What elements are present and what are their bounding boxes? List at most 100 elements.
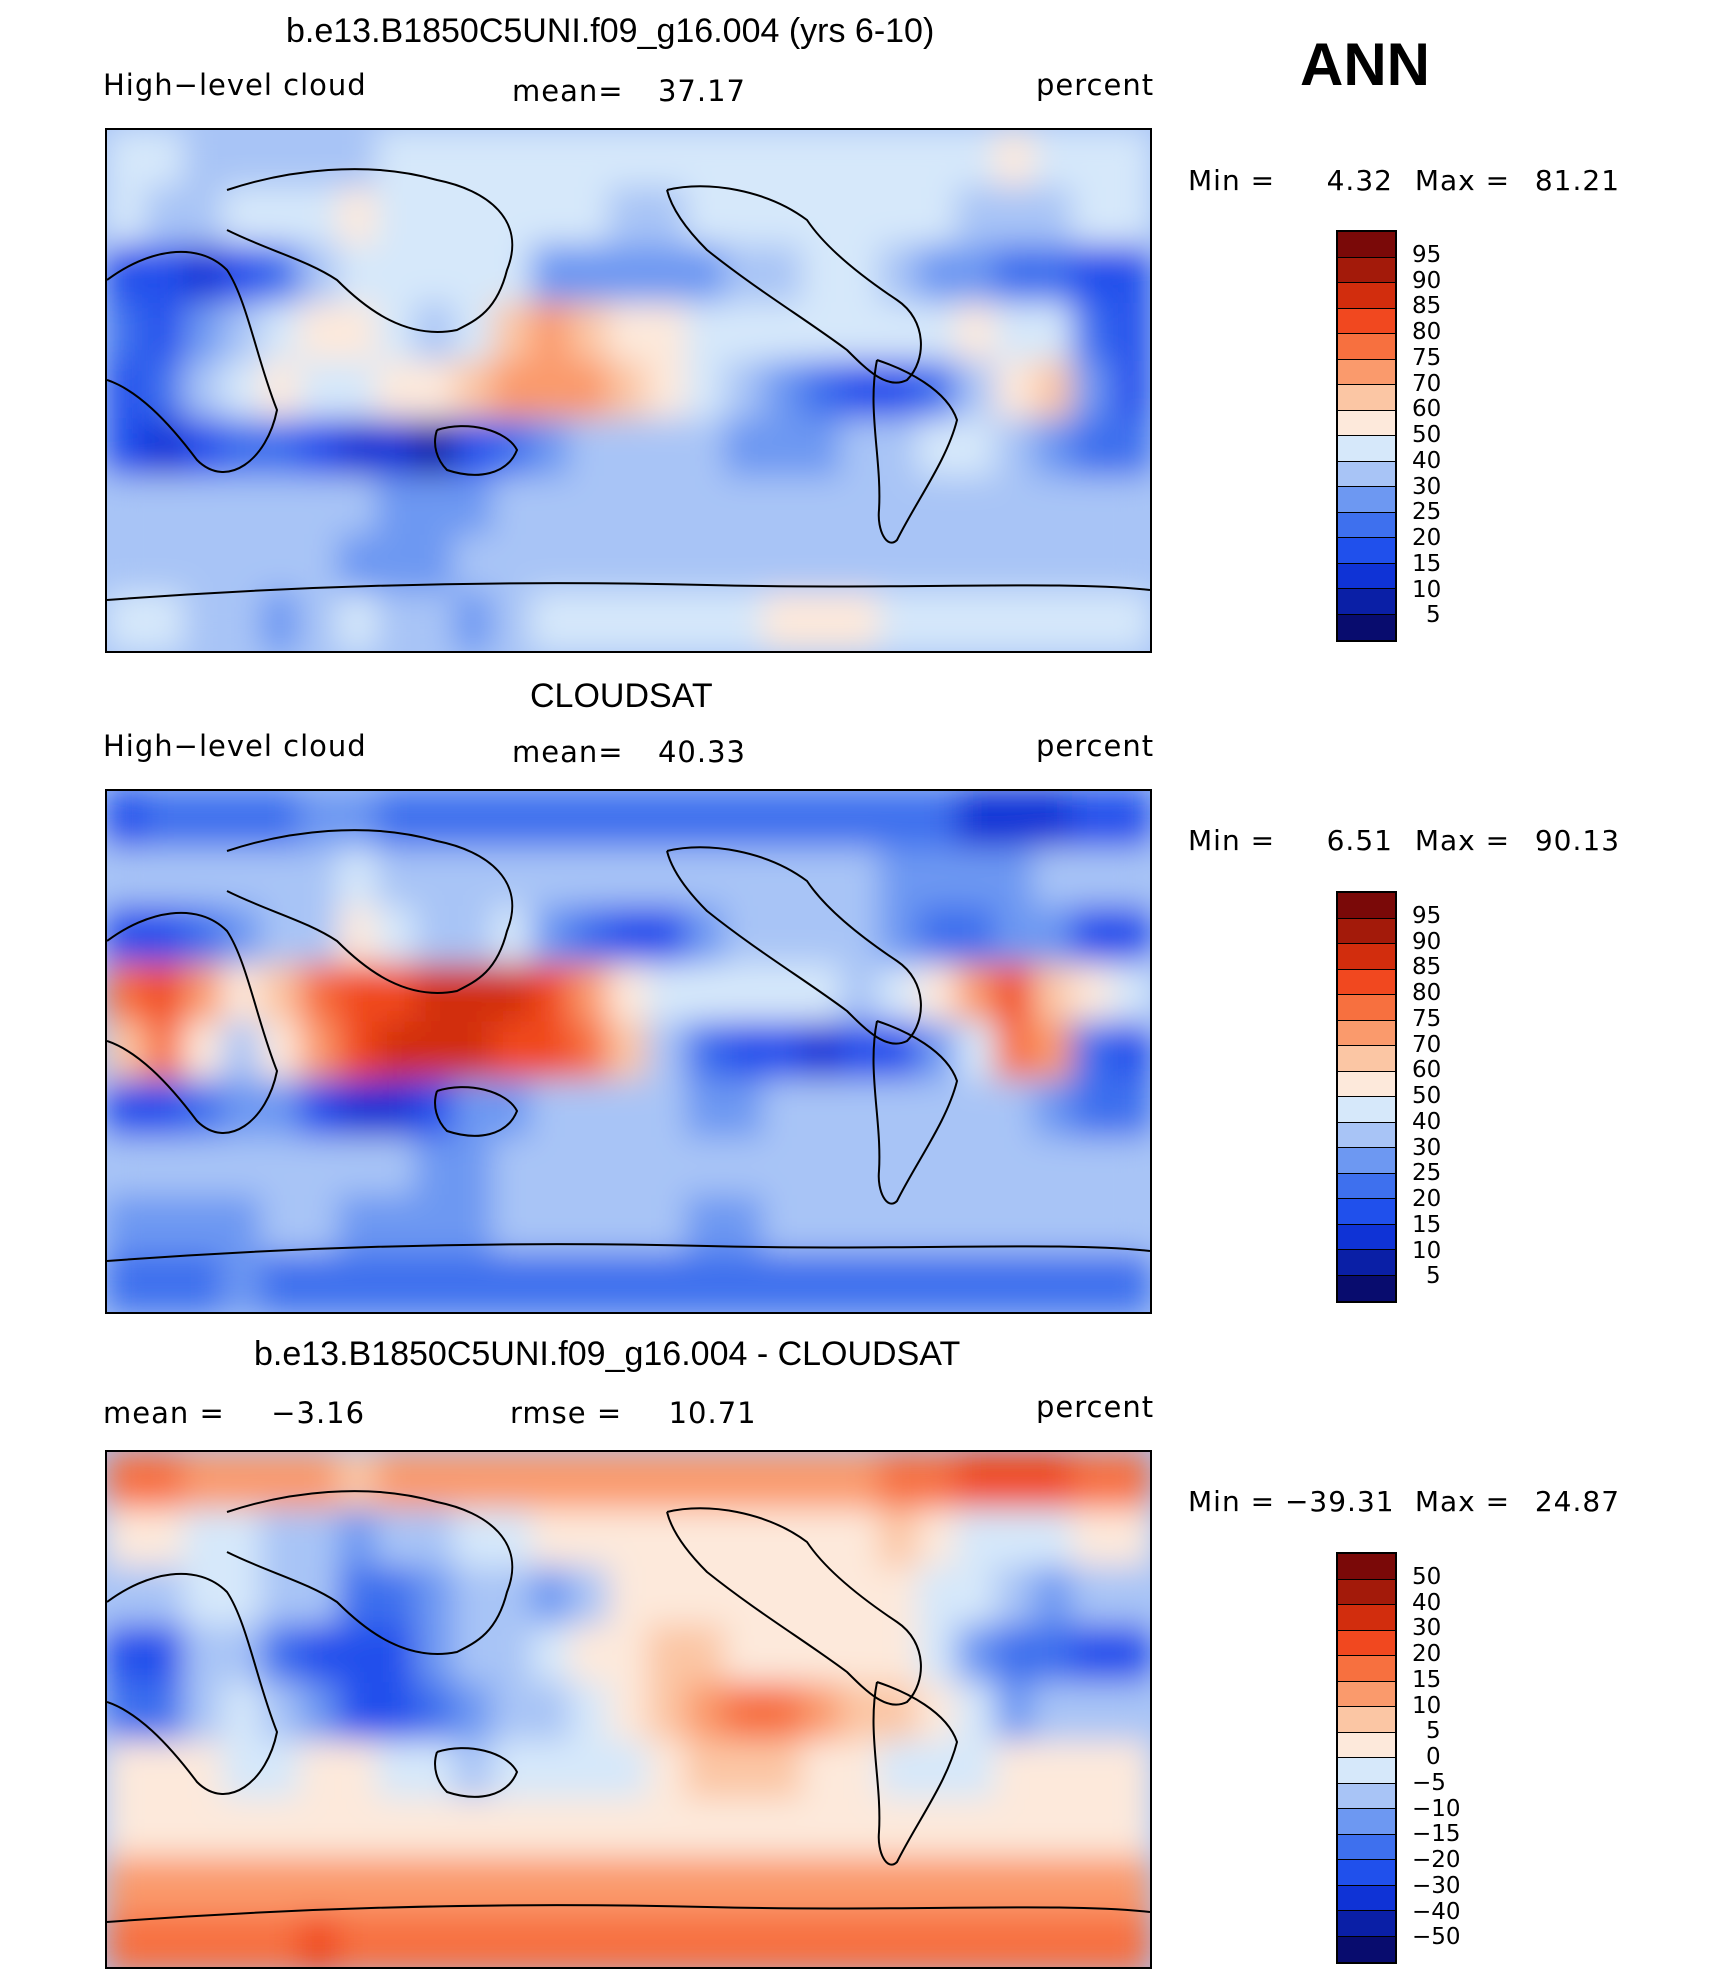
field-cell	[646, 905, 688, 966]
field-cell	[1033, 1452, 1074, 1511]
field-cell	[530, 1137, 572, 1198]
field-cell	[955, 534, 997, 595]
colorbar-cell	[1338, 512, 1395, 538]
field-cell	[144, 791, 186, 850]
field-cell	[1110, 1021, 1150, 1082]
field-cell	[608, 1740, 649, 1801]
field-cell	[955, 476, 997, 537]
colorbar-tick-label: −5	[1412, 1769, 1446, 1796]
field-cell	[955, 1798, 997, 1859]
field-cell	[608, 1798, 649, 1859]
field-cell	[685, 791, 727, 850]
field-cell	[1071, 1798, 1113, 1859]
field-cell	[107, 847, 147, 908]
field-cell	[955, 905, 997, 966]
field-cell	[221, 1021, 263, 1082]
field-cell	[1110, 244, 1150, 305]
field-cell	[878, 1566, 920, 1627]
colorbar-cell	[1338, 1630, 1395, 1656]
field-cell	[415, 1914, 456, 1967]
field-cell	[260, 244, 302, 305]
field-cell	[878, 1682, 920, 1743]
field-cell	[917, 592, 958, 651]
field-cell	[183, 1253, 224, 1312]
field-cell	[608, 244, 649, 305]
field-cell	[762, 534, 804, 595]
field-cell	[917, 905, 958, 966]
coastline	[872, 359, 959, 544]
field-cell	[453, 476, 495, 537]
field-cell	[530, 1798, 572, 1859]
field-cell	[646, 1508, 688, 1569]
field-cell	[685, 186, 727, 247]
panel3-rmse-value: 10.71	[668, 1396, 757, 1430]
field-cell	[337, 1624, 379, 1685]
field-cell	[685, 1508, 727, 1569]
colorbar-cell	[1338, 1860, 1395, 1886]
field-cell	[337, 791, 379, 850]
field-cell	[492, 592, 533, 651]
field-cell	[221, 1682, 263, 1743]
field-cell	[144, 1566, 186, 1627]
coastline	[107, 1904, 1150, 1923]
colorbar-cell	[1338, 1783, 1395, 1809]
field-cell	[337, 592, 379, 651]
field-cell	[1071, 418, 1113, 479]
panel1-max-label: Max =	[1414, 164, 1511, 197]
field-cell	[569, 476, 611, 537]
field-cell	[569, 1682, 611, 1743]
field-cell	[1110, 1137, 1150, 1198]
field-cell	[724, 534, 765, 595]
coastline	[107, 1243, 1150, 1262]
field-cell	[955, 1740, 997, 1801]
panel1-unit: percent	[1036, 68, 1155, 102]
field-cell	[453, 1079, 495, 1140]
field-cell	[917, 1914, 958, 1967]
field-cell	[839, 1740, 881, 1801]
field-cell	[1033, 1798, 1074, 1859]
colorbar-tick-label: 50	[1412, 1563, 1442, 1590]
field-cell	[801, 1508, 842, 1569]
field-cell	[299, 1452, 340, 1511]
colorbar-cell	[1338, 1681, 1395, 1707]
field-cell	[530, 592, 572, 651]
field-cell	[144, 476, 186, 537]
field-cell	[144, 130, 186, 189]
field-cell	[801, 360, 842, 421]
field-cell	[646, 1253, 688, 1312]
field-cell	[453, 534, 495, 595]
field-cell	[608, 592, 649, 651]
field-cell	[801, 1253, 842, 1312]
field-cell	[221, 1566, 263, 1627]
field-cell	[376, 1508, 418, 1569]
field-cell	[1033, 1079, 1074, 1140]
field-cell	[1033, 791, 1074, 850]
field-cell	[608, 1508, 649, 1569]
colorbar-tick-label: 95	[1412, 241, 1442, 268]
field-cell	[376, 1021, 418, 1082]
field-cell	[878, 1195, 920, 1256]
colorbar-tick-label: 70	[1412, 370, 1442, 397]
field-cell	[569, 1021, 611, 1082]
field-cell	[492, 302, 533, 363]
field-cell	[1110, 130, 1150, 189]
field-cell	[337, 1253, 379, 1312]
field-cell	[1071, 360, 1113, 421]
field-cell	[955, 1253, 997, 1312]
field-cell	[299, 186, 340, 247]
panel1-mean-value: 37.17	[657, 74, 747, 108]
field-cell	[530, 244, 572, 305]
coastline	[107, 582, 1150, 601]
field-cell	[337, 905, 379, 966]
field-cell	[221, 1798, 263, 1859]
field-cell	[530, 1079, 572, 1140]
panel2-mean-label: mean=	[512, 735, 624, 769]
field-cell	[569, 1508, 611, 1569]
field-cell	[337, 1740, 379, 1801]
field-cell	[1033, 244, 1074, 305]
field-cell	[917, 302, 958, 363]
field-cell	[801, 1079, 842, 1140]
field-cell	[144, 534, 186, 595]
field-cell	[530, 302, 572, 363]
field-cell	[685, 1798, 727, 1859]
